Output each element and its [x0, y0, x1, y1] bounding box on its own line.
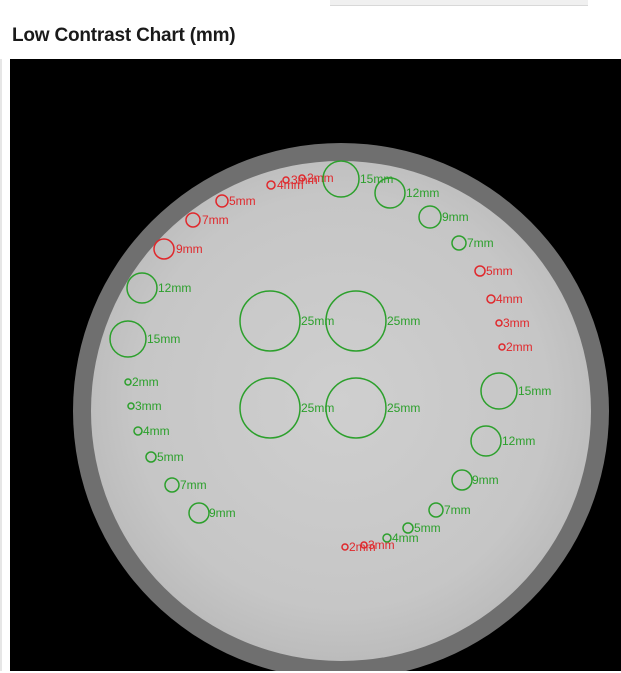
marker-label-left-arc-5: 9mm: [209, 506, 236, 520]
marker-label-center-2: 25mm: [301, 401, 334, 415]
top-tab-strip: [330, 0, 588, 6]
marker-label-left-arc-1: 3mm: [135, 399, 162, 413]
marker-circle-left-arc-0: [124, 378, 132, 386]
marker-circle-right-lower-arc-6: [360, 541, 368, 549]
marker-circle-left-arc-4: [164, 477, 180, 493]
marker-circle-right-arc-3: [451, 235, 467, 251]
marker-label-right-lower-arc-4: 5mm: [414, 521, 441, 535]
marker-circle-center-3: [325, 377, 387, 439]
marker-circle-left-arc-7: [109, 320, 147, 358]
marker-label-top-arc-2: 4mm: [277, 178, 304, 192]
marker-label-top-arc-6: 12mm: [406, 186, 439, 200]
marker-circle-right-lower-arc-2: [451, 469, 473, 491]
marker-label-left-arc-6: 12mm: [158, 281, 191, 295]
marker-label-left-arc-4: 7mm: [180, 478, 207, 492]
marker-label-top-arc-7: 15mm: [360, 172, 393, 186]
marker-label-center-1: 25mm: [387, 314, 420, 328]
marker-label-right-arc-2: 9mm: [442, 210, 469, 224]
marker-circle-right-lower-arc-0: [480, 372, 518, 410]
marker-label-left-arc-3: 5mm: [157, 450, 184, 464]
marker-circle-top-arc-7: [322, 160, 360, 198]
marker-circle-right-arc-5: [486, 294, 496, 304]
marker-circle-right-lower-arc-5: [382, 533, 392, 543]
marker-circle-top-arc-6: [374, 177, 406, 209]
marker-label-left-arc-0: 2mm: [132, 375, 159, 389]
marker-layer: 2mm3mm4mm5mm7mm9mm12mm15mm9mm7mm5mm4mm3m…: [109, 160, 551, 554]
marker-label-left-arc-2: 4mm: [143, 424, 170, 438]
marker-label-top-arc-5: 9mm: [176, 242, 203, 256]
marker-label-right-lower-arc-5: 4mm: [392, 531, 419, 545]
marker-label-right-arc-4: 5mm: [486, 264, 513, 278]
marker-circle-right-lower-arc-4: [402, 522, 414, 534]
marker-circle-top-arc-5: [153, 238, 175, 260]
marker-circle-left-arc-5: [188, 502, 210, 524]
marker-circle-center-2: [239, 377, 301, 439]
marker-label-top-arc-4: 7mm: [202, 213, 229, 227]
marker-circle-left-arc-6: [126, 272, 158, 304]
marker-label-right-lower-arc-7: 2mm: [349, 540, 376, 554]
marker-circle-right-lower-arc-1: [470, 425, 502, 457]
marker-circle-top-arc-0: [298, 174, 306, 182]
marker-label-right-lower-arc-1: 12mm: [502, 434, 535, 448]
marker-label-right-arc-5: 4mm: [496, 292, 523, 306]
marker-label-top-arc-1: 3mm: [291, 173, 318, 187]
marker-circle-top-arc-4: [185, 212, 201, 228]
marker-circle-right-arc-4: [474, 265, 486, 277]
marker-circle-top-arc-1: [282, 176, 290, 184]
marker-label-right-arc-7: 2mm: [506, 340, 533, 354]
marker-circle-left-arc-3: [145, 451, 157, 463]
marker-label-center-3: 25mm: [387, 401, 420, 415]
marker-label-right-lower-arc-6: 3mm: [368, 538, 395, 552]
phantom-body: [91, 161, 591, 661]
marker-label-center-0: 25mm: [301, 314, 334, 328]
marker-circle-right-lower-arc-3: [428, 502, 444, 518]
marker-circle-center-1: [325, 290, 387, 352]
ct-phantom-image: 2mm3mm4mm5mm7mm9mm12mm15mm9mm7mm5mm4mm3m…: [10, 59, 621, 671]
marker-label-left-arc-7: 15mm: [147, 332, 180, 346]
marker-label-right-arc-6: 3mm: [503, 316, 530, 330]
panel-left-edge: [0, 59, 2, 671]
panel-title: Low Contrast Chart (mm): [12, 25, 236, 46]
marker-label-top-arc-0: 2mm: [307, 171, 334, 185]
marker-circle-top-arc-2: [266, 180, 276, 190]
ct-image-viewer[interactable]: 2mm 3mm 4mm 5mm 7mm 9mm 12mm 15mm 9mm 7mm 5mm 4mm 3m…: [10, 59, 621, 671]
marker-circle-right-lower-arc-7: [341, 543, 349, 551]
marker-circle-left-arc-1: [127, 402, 135, 410]
marker-label-right-lower-arc-2: 9mm: [472, 473, 499, 487]
marker-circle-top-arc-3: [215, 194, 229, 208]
marker-circle-left-arc-2: [133, 426, 143, 436]
marker-circle-right-arc-7: [498, 343, 506, 351]
marker-circle-right-arc-6: [495, 319, 503, 327]
marker-label-top-arc-3: 5mm: [229, 194, 256, 208]
marker-circle-center-0: [239, 290, 301, 352]
marker-label-right-lower-arc-0: 15mm: [518, 384, 551, 398]
marker-label-right-lower-arc-3: 7mm: [444, 503, 471, 517]
marker-label-right-arc-3: 7mm: [467, 236, 494, 250]
marker-circle-right-arc-2: [418, 205, 442, 229]
